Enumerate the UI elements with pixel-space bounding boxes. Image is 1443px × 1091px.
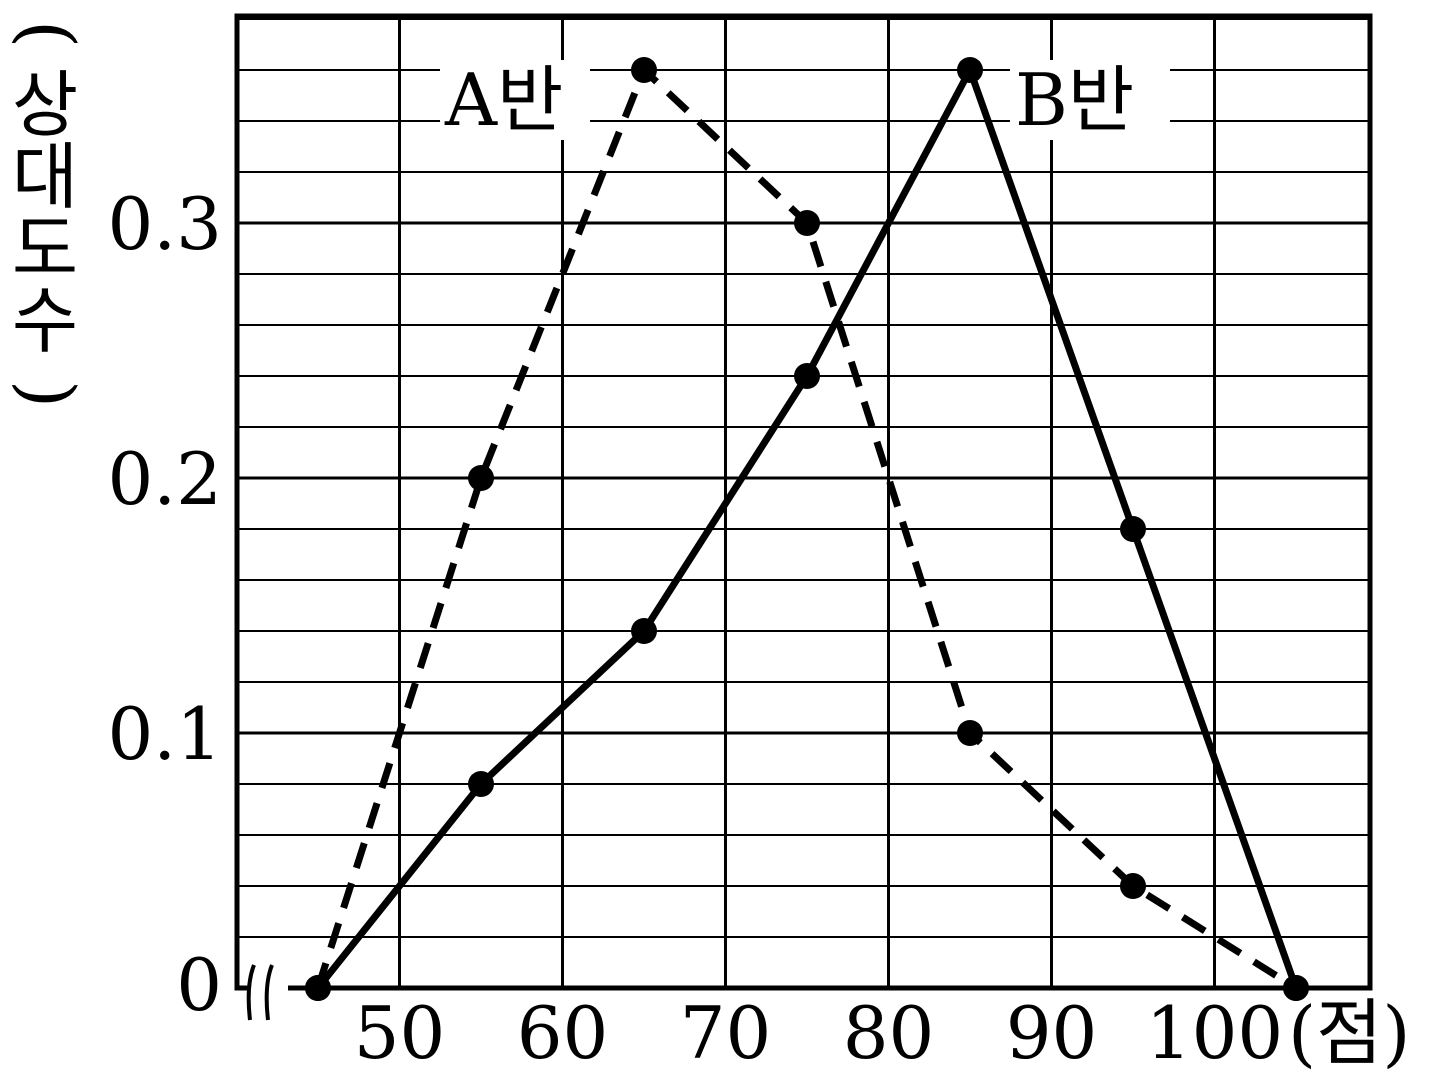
data-point bbox=[794, 363, 820, 389]
data-point bbox=[794, 210, 820, 236]
plot-frame bbox=[234, 13, 1373, 1021]
data-point bbox=[957, 720, 983, 746]
series-layer bbox=[305, 57, 1309, 1001]
axis-break-stroke bbox=[264, 964, 274, 1021]
x-tick-label: 50 bbox=[354, 991, 446, 1075]
series-label-bg bbox=[440, 60, 590, 140]
y-tick-label: 0.1 bbox=[107, 692, 222, 776]
data-point bbox=[1120, 873, 1146, 899]
plot-border bbox=[234, 13, 1373, 991]
x-tick-label: 100 bbox=[1146, 991, 1283, 1075]
axis-break-mark bbox=[246, 962, 288, 1021]
data-point bbox=[631, 57, 657, 83]
axis-break-stroke bbox=[246, 964, 256, 1021]
x-axis-label: (점) bbox=[1288, 991, 1410, 1075]
y-tick-label: 0 bbox=[176, 943, 222, 1027]
data-point bbox=[631, 618, 657, 644]
series-label-a: A반 bbox=[444, 58, 563, 142]
y-axis-label-paren: ) bbox=[6, 380, 90, 408]
x-tick-label: 70 bbox=[680, 991, 772, 1075]
x-tick-label: 80 bbox=[843, 991, 935, 1075]
y-tick-label: 0.2 bbox=[107, 437, 222, 521]
grid bbox=[237, 16, 1370, 988]
data-point bbox=[957, 57, 983, 83]
data-point bbox=[468, 771, 494, 797]
y-axis-label-paren: ( bbox=[6, 20, 90, 48]
x-tick-label: 90 bbox=[1006, 991, 1098, 1075]
series-label-b: B반 bbox=[1015, 58, 1134, 142]
labels-layer: A반 B반 0.1 0.2 0.3 0 50 60 70 80 90 100 (점) 상 대 도 수 () bbox=[6, 20, 1410, 1075]
data-point bbox=[468, 465, 494, 491]
y-tick-label: 0.3 bbox=[107, 182, 222, 266]
data-point bbox=[1120, 516, 1146, 542]
series-label-bg bbox=[1010, 60, 1170, 140]
x-tick-label: 60 bbox=[517, 991, 609, 1075]
